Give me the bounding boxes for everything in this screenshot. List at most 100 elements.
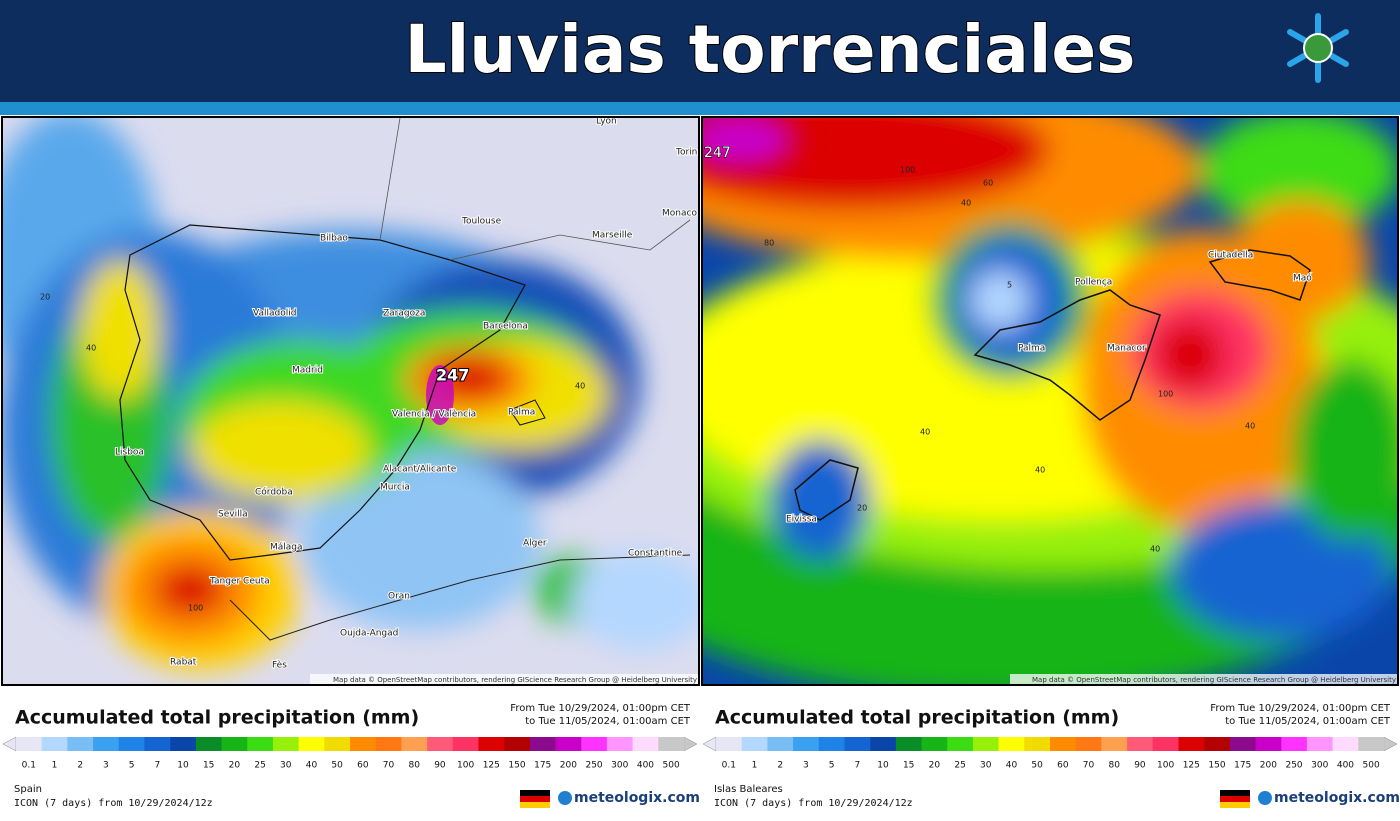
scale-swatch bbox=[144, 737, 171, 751]
place-label: Rabat bbox=[170, 658, 197, 668]
scale-label: 300 bbox=[1311, 761, 1328, 771]
place-label: Córdoba bbox=[255, 487, 293, 498]
scale-arrow bbox=[1383, 736, 1398, 752]
scale-swatch bbox=[93, 737, 120, 751]
scale-swatch bbox=[170, 737, 197, 751]
contour-label: 40 bbox=[920, 428, 930, 437]
model-info: ICON (7 days) from 10/29/2024/12z bbox=[714, 798, 913, 809]
brand-icon bbox=[1258, 791, 1272, 805]
scale-swatch bbox=[195, 737, 222, 751]
scale-swatch bbox=[581, 737, 608, 751]
map-right: Ciutadella Maó Pollença Palma Manacor Ei… bbox=[702, 117, 1398, 685]
brand-icon bbox=[558, 791, 572, 805]
place-label: Marseille bbox=[592, 231, 633, 241]
place-label: Bilbao bbox=[320, 234, 348, 244]
scale-label: 1 bbox=[52, 761, 58, 771]
scale-label: 7 bbox=[854, 761, 860, 771]
place-label: Maó bbox=[1293, 273, 1312, 284]
place-label: Palma bbox=[1018, 344, 1045, 354]
place-label: Palma bbox=[508, 408, 535, 418]
scale-swatch bbox=[1101, 737, 1128, 751]
header-bar bbox=[0, 0, 1400, 102]
max-label: 247 bbox=[704, 145, 731, 161]
scale-label: 3 bbox=[103, 761, 109, 771]
scale-label: 2 bbox=[77, 761, 83, 771]
scale-swatch bbox=[1152, 737, 1179, 751]
contour-label: 100 bbox=[900, 166, 915, 175]
scale-swatch bbox=[221, 737, 248, 751]
region-name: Spain bbox=[14, 784, 42, 795]
scale-swatch bbox=[1358, 737, 1385, 751]
scale-label: 5 bbox=[829, 761, 835, 771]
scale-swatch bbox=[1024, 737, 1051, 751]
scale-label: 1 bbox=[752, 761, 758, 771]
scale-swatch bbox=[41, 737, 68, 751]
contour-label: 40 bbox=[1245, 422, 1255, 431]
scale-label: 90 bbox=[434, 761, 446, 771]
scale-swatch bbox=[1075, 737, 1102, 751]
scale-swatch bbox=[118, 737, 145, 751]
date-to: to Tue 11/05/2024, 01:00am CET bbox=[1225, 716, 1391, 727]
scale-label: 175 bbox=[1234, 761, 1251, 771]
scale-swatch bbox=[452, 737, 479, 751]
scale-swatch bbox=[870, 737, 897, 751]
scale-swatch bbox=[324, 737, 351, 751]
place-label: Alacant/Alicante bbox=[383, 465, 457, 475]
attribution: Map data © OpenStreetMap contributors, r… bbox=[333, 676, 697, 684]
place-label: Oujda-Angad bbox=[340, 629, 398, 639]
scale-swatch bbox=[998, 737, 1025, 751]
scale-label: 300 bbox=[611, 761, 628, 771]
logo-icon bbox=[1287, 13, 1349, 83]
place-label: Tanger Ceuta bbox=[209, 577, 270, 587]
flag-stripe bbox=[1220, 790, 1250, 796]
scale-swatch bbox=[529, 737, 556, 751]
scale-arrow bbox=[2, 736, 17, 752]
contour-label: 20 bbox=[40, 293, 50, 302]
scale-label: 10 bbox=[177, 761, 189, 771]
scale-label: 500 bbox=[1363, 761, 1380, 771]
max-label: 247 bbox=[436, 366, 469, 385]
scale-label: 30 bbox=[280, 761, 292, 771]
scale-label: 200 bbox=[1260, 761, 1277, 771]
place-label: Murcia bbox=[380, 483, 410, 493]
scale-label: 40 bbox=[306, 761, 318, 771]
scale-swatch bbox=[1255, 737, 1282, 751]
contour-label: 40 bbox=[86, 344, 96, 353]
contour-label: 80 bbox=[764, 239, 774, 248]
scale-swatch bbox=[555, 737, 582, 751]
scale-label: 175 bbox=[534, 761, 551, 771]
scale-arrow bbox=[683, 736, 698, 752]
place-label: Torino bbox=[675, 148, 703, 158]
model-info: ICON (7 days) from 10/29/2024/12z bbox=[14, 798, 213, 809]
scale-swatch bbox=[350, 737, 376, 751]
scale-swatch bbox=[895, 737, 922, 751]
scale-swatch bbox=[921, 737, 948, 751]
map-labels: Lyon Torino Toulouse Bilbao Marseille Mo… bbox=[40, 117, 703, 672]
scale-swatch bbox=[401, 737, 428, 751]
scale-arrow bbox=[702, 736, 717, 752]
scale-label: 200 bbox=[560, 761, 577, 771]
scale-label: 40 bbox=[1006, 761, 1018, 771]
flag-stripe bbox=[1220, 796, 1250, 802]
place-label: Málaga bbox=[270, 543, 303, 553]
place-label: Monaco bbox=[662, 209, 697, 219]
contour-label: 20 bbox=[857, 504, 867, 513]
scale-label: 400 bbox=[1337, 761, 1354, 771]
flag-stripe bbox=[1220, 802, 1250, 808]
place-label: Pollença bbox=[1075, 278, 1112, 288]
flag-stripe bbox=[520, 802, 550, 808]
contour-label: 60 bbox=[983, 179, 993, 188]
scale-swatch bbox=[298, 737, 325, 751]
map-left: Lyon Torino Toulouse Bilbao Marseille Mo… bbox=[2, 117, 703, 685]
scale-swatch bbox=[818, 737, 845, 751]
scale-label: 100 bbox=[1157, 761, 1174, 771]
contour-label: 40 bbox=[575, 382, 585, 391]
scale-swatch bbox=[632, 737, 659, 751]
scale-swatch bbox=[793, 737, 820, 751]
flag-stripe bbox=[520, 796, 550, 802]
place-label: Barcelona bbox=[483, 322, 528, 332]
scale-swatch bbox=[1281, 737, 1308, 751]
brand: meteologix.com bbox=[574, 790, 700, 806]
scale-label: 70 bbox=[383, 761, 395, 771]
scale-swatch bbox=[1178, 737, 1205, 751]
